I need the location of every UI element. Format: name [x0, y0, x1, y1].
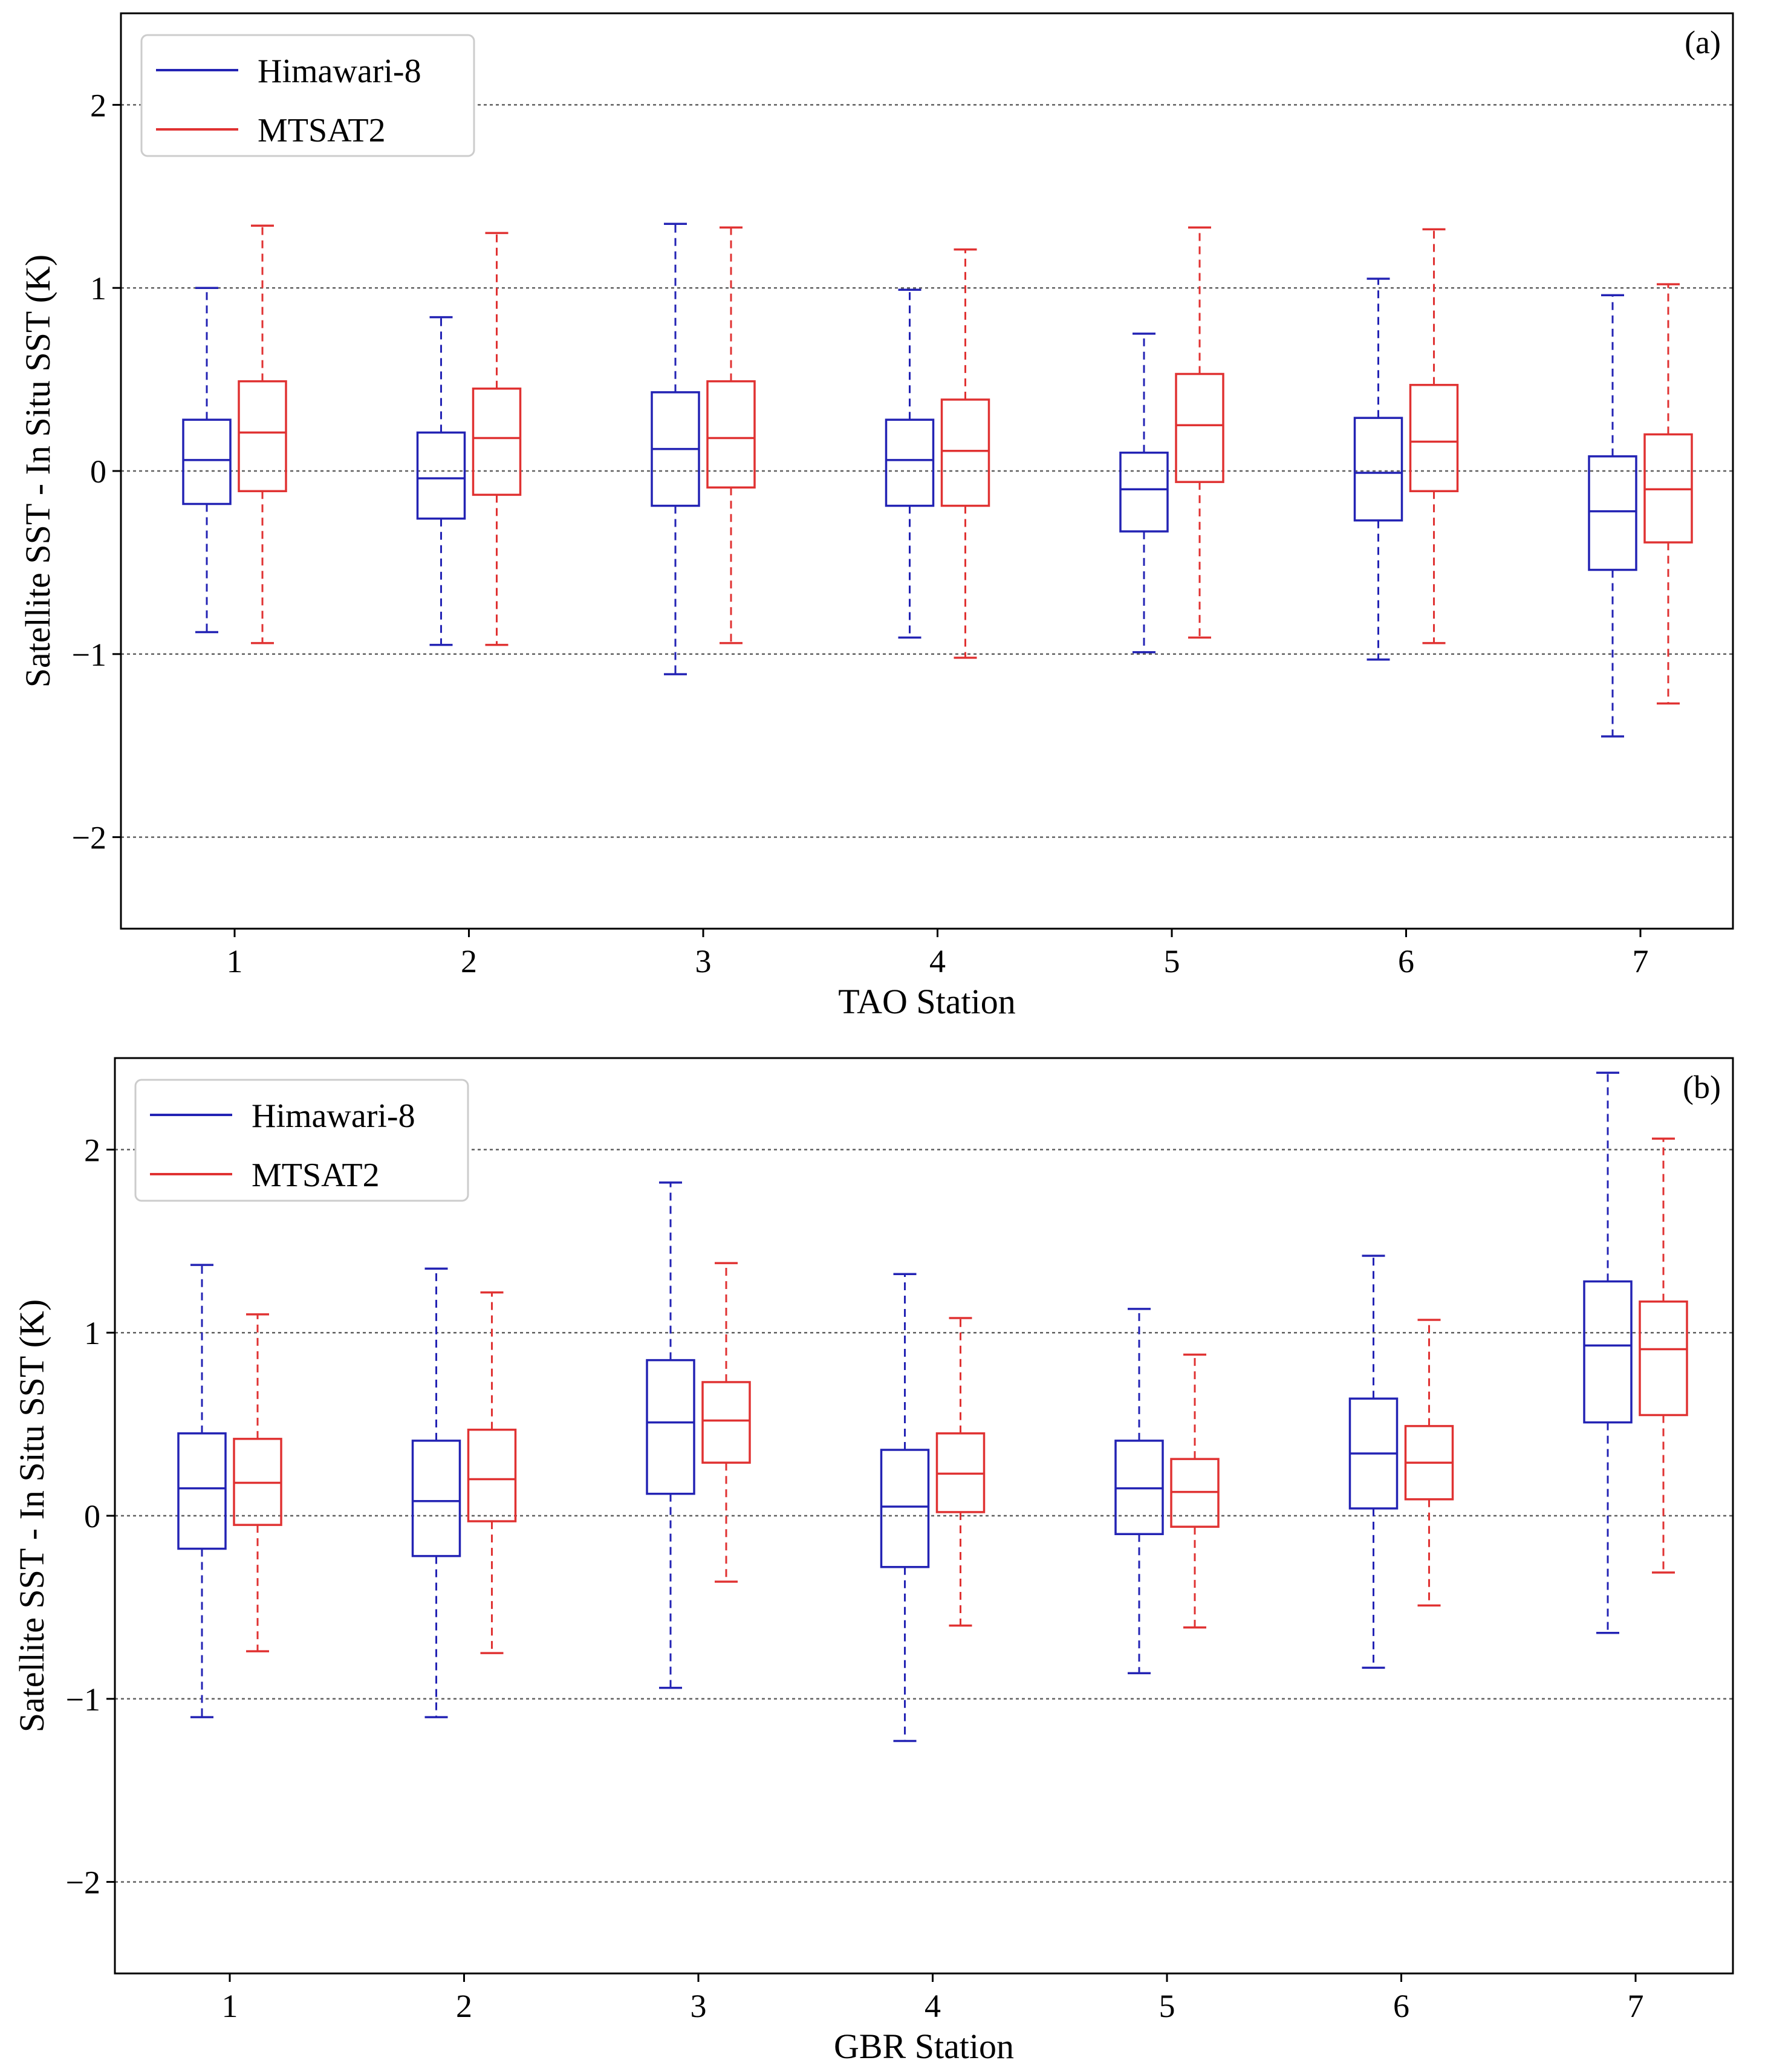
- box-iqr: [701, 1381, 751, 1464]
- box-himawari-station-3: [651, 222, 700, 675]
- box-iqr: [1583, 1280, 1633, 1424]
- box-iqr: [646, 1359, 695, 1495]
- legend-label-himawari: Himawari-8: [252, 1097, 415, 1135]
- panel-label: (a): [1685, 24, 1721, 60]
- box-mtsat-station-6: [1404, 1319, 1454, 1607]
- panel-a: −2 −1 0 1 2 1 2 3 4 5 6 7 TAO Station Satellite SST -…: [18, 12, 1734, 1021]
- box-himawari-station-4: [885, 288, 935, 639]
- box-himawari-station-6: [1353, 278, 1403, 661]
- box-iqr: [411, 1440, 461, 1557]
- box-iqr: [880, 1449, 930, 1568]
- box-iqr: [706, 380, 756, 489]
- y-tick-label: −2: [66, 1865, 100, 1901]
- box-iqr: [1588, 455, 1637, 571]
- y-tick-label: −1: [66, 1681, 100, 1718]
- box-himawari-station-5: [1114, 1308, 1164, 1675]
- legend-box: [140, 34, 475, 157]
- plot-frame: [114, 1057, 1734, 1975]
- box-iqr: [177, 1432, 227, 1550]
- box-iqr: [1409, 383, 1459, 493]
- panel-b: −2 −1 0 1 2 1 2 3 4 5 6 7 GBR Station Satellite SST -…: [12, 1057, 1734, 2066]
- box-mtsat-station-1: [233, 1313, 282, 1652]
- box-iqr: [1119, 451, 1169, 533]
- box-himawari-station-5: [1119, 333, 1169, 654]
- x-tick-label: 1: [222, 1988, 238, 2024]
- box-himawari-station-2: [416, 316, 466, 646]
- y-tick-label: 0: [90, 453, 106, 490]
- x-tick-label: 2: [461, 943, 477, 979]
- y-tick-label: 2: [90, 87, 106, 123]
- box-himawari-station-2: [411, 1267, 461, 1718]
- y-tick-label: −2: [72, 820, 106, 856]
- x-tick-label: 1: [227, 943, 243, 979]
- y-tick-label: 0: [84, 1498, 100, 1535]
- box-mtsat-station-6: [1409, 228, 1459, 645]
- x-tick-label: 2: [456, 1988, 472, 2024]
- y-tick-label: 1: [84, 1315, 100, 1351]
- x-axis-label: GBR Station: [834, 2027, 1014, 2066]
- x-tick-label: 4: [929, 943, 946, 979]
- x-axis-label: TAO Station: [838, 982, 1015, 1021]
- x-tick-label: 5: [1159, 1988, 1175, 2024]
- x-tick-label: 3: [691, 1988, 707, 2024]
- x-tick-label: 4: [925, 1988, 941, 2024]
- legend: Himawari-8 MTSAT2: [140, 34, 475, 157]
- legend-box: [134, 1079, 469, 1202]
- box-iqr: [1639, 1300, 1688, 1417]
- box-iqr: [885, 418, 935, 507]
- y-tick-label: 2: [84, 1132, 100, 1168]
- box-iqr: [1353, 417, 1403, 522]
- legend: Himawari-8 MTSAT2: [134, 1079, 469, 1202]
- box-iqr: [416, 431, 466, 520]
- box-iqr: [1175, 372, 1224, 483]
- box-iqr: [182, 418, 232, 505]
- x-tick-label: 5: [1164, 943, 1180, 979]
- y-tick-label: −1: [72, 637, 106, 673]
- legend-label-mtsat: MTSAT2: [252, 1157, 380, 1194]
- box-iqr: [472, 387, 522, 496]
- box-mtsat-station-2: [467, 1291, 517, 1654]
- box-mtsat-station-3: [701, 1262, 751, 1583]
- box-iqr: [467, 1428, 517, 1522]
- legend-label-mtsat: MTSAT2: [258, 112, 386, 149]
- y-tick-label: 1: [90, 270, 106, 307]
- box-mtsat-station-5: [1175, 226, 1224, 639]
- x-tick-label: 3: [695, 943, 712, 979]
- x-tick-label: 6: [1398, 943, 1414, 979]
- box-mtsat-station-4: [940, 248, 990, 659]
- x-tick-label: 7: [1633, 943, 1649, 979]
- box-mtsat-station-4: [935, 1317, 986, 1627]
- x-tick-label: 6: [1393, 1988, 1409, 2024]
- box-himawari-station-4: [880, 1273, 930, 1742]
- box-himawari-station-6: [1348, 1255, 1399, 1669]
- y-axis-label: Satellite SST - In Situ SST (K): [18, 255, 57, 687]
- box-himawari-station-1: [182, 287, 232, 634]
- box-himawari-station-7: [1588, 294, 1637, 738]
- x-tick-label: 7: [1628, 1988, 1644, 2024]
- box-mtsat-station-3: [706, 226, 756, 645]
- plot-frame: [120, 12, 1734, 930]
- box-mtsat-station-7: [1643, 283, 1693, 705]
- box-mtsat-station-5: [1170, 1353, 1220, 1629]
- box-himawari-station-3: [646, 1181, 695, 1689]
- panel-label: (b): [1683, 1069, 1721, 1105]
- box-himawari-station-7: [1583, 1071, 1633, 1634]
- box-iqr: [238, 380, 287, 493]
- box-iqr: [940, 398, 990, 507]
- y-axis-label: Satellite SST - In Situ SST (K): [12, 1299, 51, 1732]
- box-mtsat-station-1: [238, 224, 287, 645]
- box-himawari-station-1: [177, 1264, 227, 1718]
- box-mtsat-station-2: [472, 232, 522, 646]
- legend-label-himawari: Himawari-8: [258, 53, 421, 90]
- box-mtsat-station-7: [1639, 1137, 1688, 1574]
